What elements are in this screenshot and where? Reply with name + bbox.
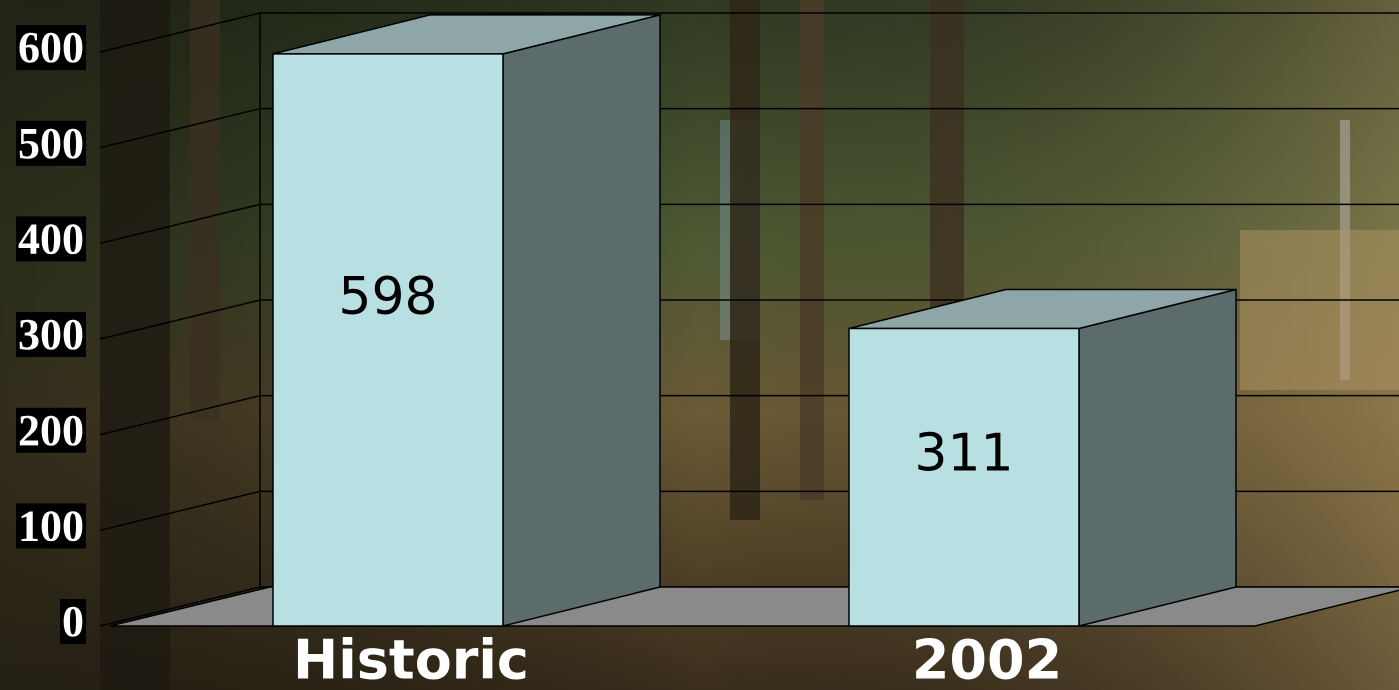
chart: 0 100 200 300 400 500 600 598 Historic 311 2002 — [0, 0, 1399, 690]
value-label: 598 — [338, 267, 437, 327]
bar-side — [503, 15, 660, 626]
x-tick-label: Historic — [293, 629, 529, 690]
y-tick-label: 400 — [18, 214, 84, 263]
bar — [273, 54, 503, 626]
page: 0100200300400500600598Historic3112002 ((… — [0, 0, 1399, 690]
x-tick-label: 2002 — [912, 629, 1062, 690]
value-label: 311 — [914, 423, 1013, 483]
y-tick-label: 300 — [18, 310, 84, 359]
y-tick-label: 500 — [18, 119, 84, 168]
bar-side — [1079, 289, 1236, 626]
y-tick-label: 200 — [18, 406, 84, 455]
y-tick-label: 0 — [62, 597, 84, 646]
y-tick-label: 100 — [18, 501, 84, 550]
y-tick-label: 600 — [18, 23, 84, 72]
